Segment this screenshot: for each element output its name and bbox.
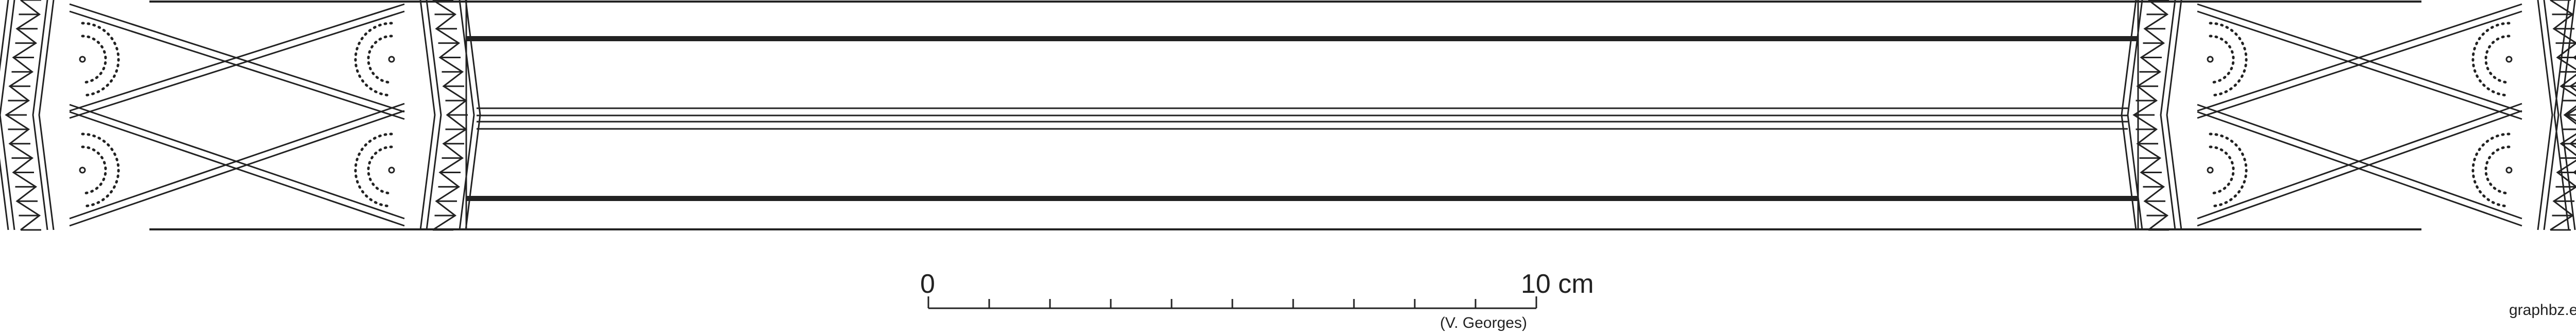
chevron-line: [38, 0, 55, 230]
chevron-line: [2121, 0, 2137, 230]
dotted-arc: [354, 22, 393, 97]
diagonal-line: [69, 103, 405, 220]
diagonal-line: [69, 10, 405, 120]
diagonal-line: [69, 3, 405, 113]
chevron-line: [419, 0, 436, 230]
watermark: graphbz.eu: [2509, 302, 2576, 319]
arc-center-dot: [388, 166, 395, 174]
chevron-line: [426, 0, 442, 230]
zigzag-column-3: [2121, 0, 2182, 231]
dotted-arc: [2484, 35, 2511, 84]
arc-center-dot: [2505, 166, 2513, 174]
dotted-arc: [81, 145, 107, 195]
dotted-arc: [81, 22, 120, 97]
central-band: [465, 0, 2139, 230]
chevron-line: [459, 0, 475, 230]
diagonal-line: [2197, 103, 2522, 220]
dotted-arc: [2209, 22, 2248, 97]
arc-center-dot: [2505, 56, 2513, 63]
chevron-line: [2543, 0, 2560, 230]
dotted-arc: [367, 35, 393, 84]
arc-center-dot: [2207, 166, 2214, 174]
chevron-line: [0, 0, 15, 230]
dotted-arc: [367, 145, 393, 195]
dotted-arc: [81, 35, 107, 84]
zigzag-column-5: [2553, 0, 2576, 230]
arc-center-dot: [2207, 56, 2214, 63]
chevron-line: [2127, 0, 2143, 230]
chevron-line: [2166, 0, 2182, 230]
chevron-line: [2560, 0, 2576, 230]
dotted-arc: [2209, 132, 2248, 208]
dotted-arc: [2209, 35, 2235, 84]
scale-start-label: 0: [920, 269, 935, 299]
diagonal-line: [2197, 110, 2522, 227]
zigzag-column-2: [419, 0, 481, 231]
diamond-panel-right: [2197, 3, 2522, 227]
chevron-line: [2537, 0, 2553, 230]
scale-end-label: 10 cm: [1521, 269, 1594, 299]
diagonal-line: [69, 110, 405, 227]
dotted-arc: [2484, 145, 2511, 195]
scale-bar: [927, 296, 1537, 309]
dotted-arc: [2209, 145, 2235, 195]
author-credit: (V. Georges): [1440, 314, 1527, 331]
diamond-panel-left: [69, 3, 405, 227]
chevron-line: [465, 0, 481, 230]
dotted-arc: [2471, 22, 2511, 97]
chevron-line: [32, 0, 48, 230]
arc-center-dot: [79, 166, 86, 174]
arc-center-dot: [388, 56, 395, 63]
diagonal-line: [2197, 3, 2522, 113]
dotted-arc: [81, 132, 120, 208]
zigzag-column-1: [0, 0, 55, 231]
dotted-arc: [2471, 132, 2511, 208]
arc-center-dot: [79, 56, 86, 63]
diagonal-line: [2197, 10, 2522, 120]
chevron-line: [2553, 0, 2570, 230]
chevron-line: [2160, 0, 2176, 230]
chevron-line: [0, 0, 9, 230]
dotted-arc: [354, 132, 393, 208]
frame-lines: [149, 1, 2421, 230]
